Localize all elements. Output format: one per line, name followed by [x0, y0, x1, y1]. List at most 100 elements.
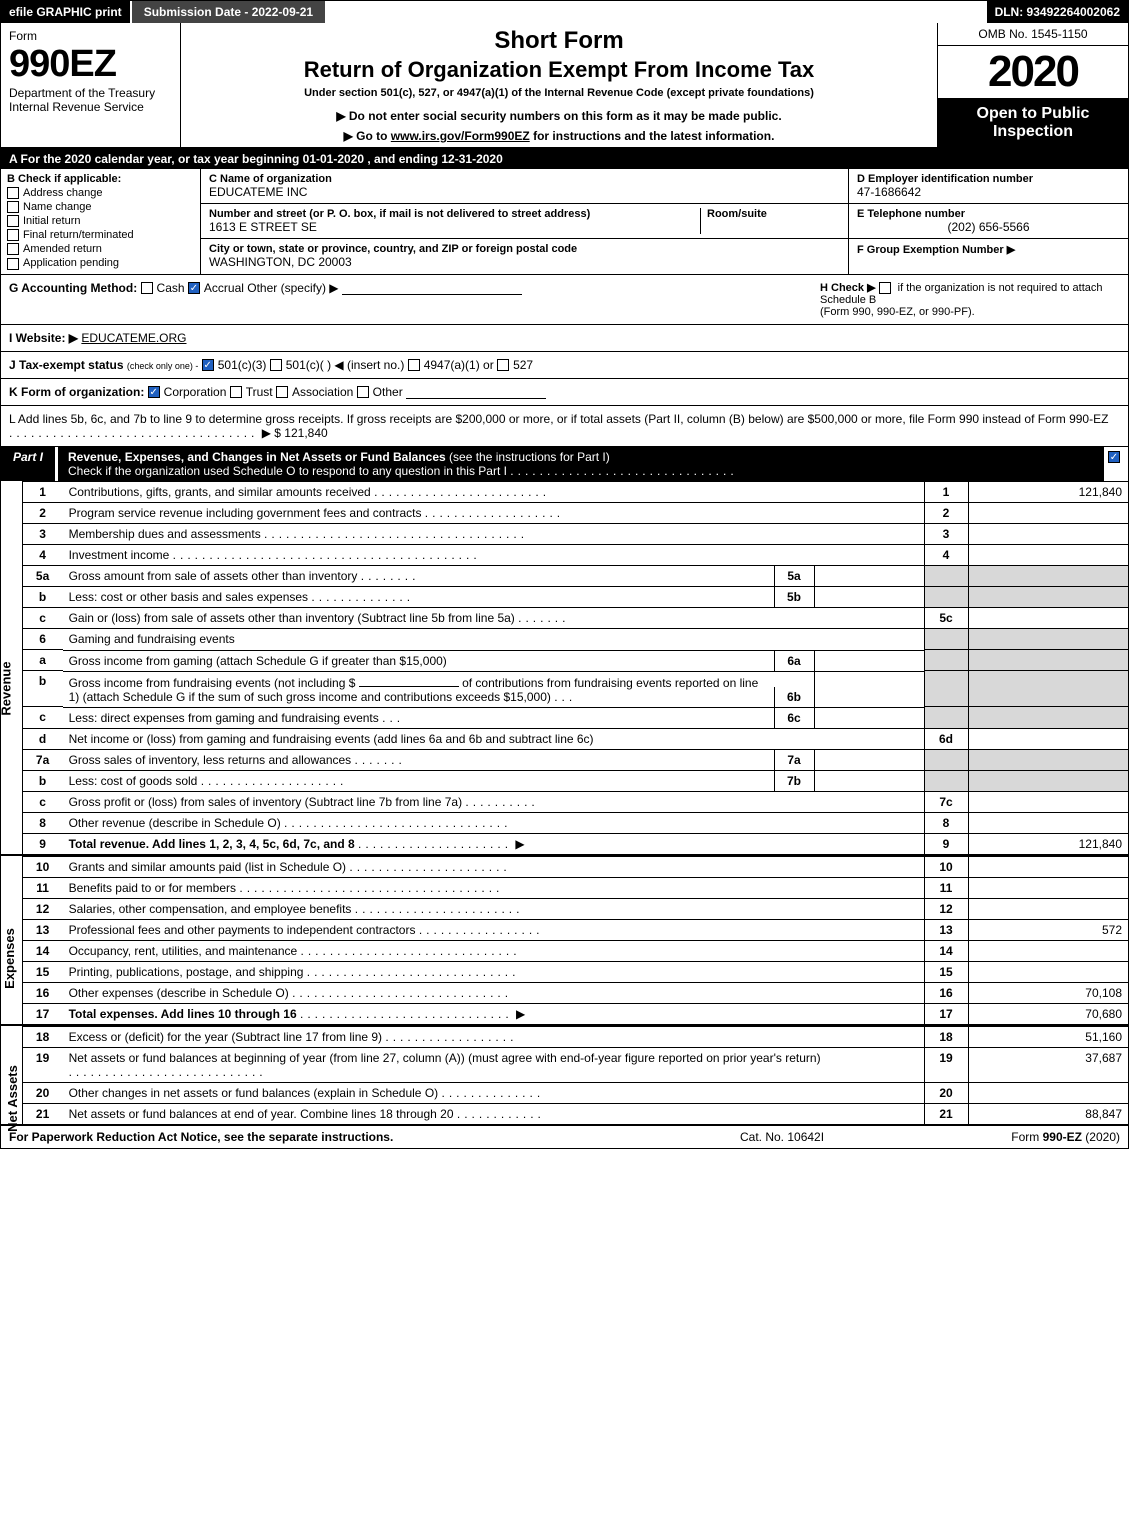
chk-501c3[interactable] — [202, 359, 214, 371]
footer-catno: Cat. No. 10642I — [740, 1130, 940, 1144]
row-7c: cGross profit or (loss) from sales of in… — [23, 792, 1128, 813]
b-label: B Check if applicable: — [7, 173, 194, 185]
g-other: Other (specify) ▶ — [247, 281, 338, 295]
part1-tab: Part I — [1, 447, 58, 481]
line-g-h: G Accounting Method: Cash Accrual Other … — [1, 275, 1128, 325]
form-number: 990EZ — [9, 43, 172, 86]
h-label: H Check ▶ — [820, 282, 876, 294]
expenses-wrap: Expenses 10Grants and similar amounts pa… — [1, 854, 1128, 1024]
l-arrow: ▶ $ — [262, 426, 281, 440]
row-16: 16Other expenses (describe in Schedule O… — [23, 983, 1128, 1004]
expenses-table: 10Grants and similar amounts paid (list … — [23, 856, 1128, 1024]
e-label: E Telephone number — [857, 208, 1120, 220]
chk-527[interactable] — [497, 359, 509, 371]
e-val: (202) 656-5566 — [857, 220, 1120, 234]
footer-form-post: (2020) — [1082, 1130, 1120, 1144]
top-bar: efile GRAPHIC print Submission Date - 20… — [1, 1, 1128, 23]
chk-accrual[interactable] — [188, 282, 200, 294]
chk-application-pending[interactable]: Application pending — [7, 257, 194, 269]
info-block: B Check if applicable: Address change Na… — [1, 169, 1128, 275]
chk-other-org[interactable] — [357, 386, 369, 398]
dept-irs: Internal Revenue Service — [9, 100, 172, 114]
section-d: D Employer identification number 47-1686… — [849, 169, 1128, 204]
chk-initial-return[interactable]: Initial return — [7, 215, 194, 227]
row-11: 11Benefits paid to or for members ......… — [23, 878, 1128, 899]
part1-bar: Part I Revenue, Expenses, and Changes in… — [1, 447, 1128, 481]
val-6c — [814, 708, 924, 728]
row-12: 12Salaries, other compensation, and empl… — [23, 899, 1128, 920]
c-city-val: WASHINGTON, DC 20003 — [209, 255, 577, 269]
row-3: 3Membership dues and assessments .......… — [23, 523, 1128, 544]
row-17: 17Total expenses. Add lines 10 through 1… — [23, 1004, 1128, 1025]
form-990ez-page: efile GRAPHIC print Submission Date - 20… — [0, 0, 1129, 1149]
subtitle-ssn: ▶ Do not enter social security numbers o… — [191, 109, 927, 123]
c-name-label: C Name of organization — [209, 173, 332, 185]
chk-name-change[interactable]: Name change — [7, 201, 194, 213]
irs-link[interactable]: www.irs.gov/Form990EZ — [391, 129, 530, 143]
row-6b: bGross income from fundraising events (n… — [23, 671, 1128, 707]
chk-schedule-o[interactable] — [1108, 451, 1120, 463]
c-city-row: City or town, state or province, country… — [201, 239, 848, 273]
sidebar-revenue: Revenue — [1, 481, 23, 855]
d-val: 47-1686642 — [857, 185, 1120, 199]
row-9: 9Total revenue. Add lines 1, 2, 3, 4, 5c… — [23, 834, 1128, 855]
revenue-label: Revenue — [0, 661, 14, 715]
chk-association[interactable] — [276, 386, 288, 398]
footer-right: Form 990-EZ (2020) — [940, 1130, 1120, 1144]
row-13: 13Professional fees and other payments t… — [23, 920, 1128, 941]
row-20: 20Other changes in net assets or fund ba… — [23, 1083, 1128, 1104]
j-opt2: 501(c)( ) ◀ (insert no.) — [286, 358, 405, 372]
section-b: B Check if applicable: Address change Na… — [1, 169, 201, 274]
section-f: F Group Exemption Number ▶ — [849, 239, 1128, 260]
j-opt3: 4947(a)(1) or — [424, 358, 494, 372]
part1-title: Revenue, Expenses, and Changes in Net As… — [58, 447, 1104, 481]
line-k: K Form of organization: Corporation Trus… — [1, 379, 1128, 406]
k-other: Other — [373, 385, 403, 399]
chk-cash[interactable] — [141, 282, 153, 294]
j-opt1: 501(c)(3) — [218, 358, 267, 372]
chk-4947[interactable] — [408, 359, 420, 371]
chk-final-return[interactable]: Final return/terminated — [7, 229, 194, 241]
form-word: Form — [9, 29, 172, 43]
expenses-label: Expenses — [2, 928, 17, 989]
c-room-col: Room/suite — [700, 208, 840, 234]
tax-year: 2020 — [938, 46, 1128, 99]
c-name-row: C Name of organization EDUCATEME INC — [201, 169, 848, 204]
k-label: K Form of organization: — [9, 385, 144, 399]
sub3-pre: ▶ Go to — [344, 129, 391, 143]
c-street-val: 1613 E STREET SE — [209, 220, 700, 234]
row-19: 19Net assets or fund balances at beginni… — [23, 1048, 1128, 1083]
c-street-row: Number and street (or P. O. box, if mail… — [201, 204, 848, 239]
chk-h[interactable] — [879, 282, 891, 294]
netassets-table: 18Excess or (deficit) for the year (Subt… — [23, 1026, 1128, 1124]
i-website[interactable]: EDUCATEME.ORG — [81, 331, 186, 345]
row-6: 6Gaming and fundraising events — [23, 629, 1128, 650]
chk-corporation[interactable] — [148, 386, 160, 398]
g-accrual: Accrual — [204, 281, 244, 295]
g-other-line — [342, 281, 522, 295]
sub3-post: for instructions and the latest informat… — [530, 129, 775, 143]
submission-date: Submission Date - 2022-09-21 — [132, 1, 327, 23]
chk-amended-return[interactable]: Amended return — [7, 243, 194, 255]
j-label: J Tax-exempt status — [9, 358, 124, 372]
chk-address-change[interactable]: Address change — [7, 187, 194, 199]
c-street-label: Number and street (or P. O. box, if mail… — [209, 208, 700, 220]
val-6b — [814, 672, 924, 707]
header-left: Form 990EZ Department of the Treasury In… — [1, 23, 181, 147]
chk-trust[interactable] — [230, 386, 242, 398]
open-inspection: Open to Public Inspection — [938, 99, 1128, 147]
h-text2: (Form 990, 990-EZ, or 990-PF). — [820, 306, 975, 318]
row-14: 14Occupancy, rent, utilities, and mainte… — [23, 941, 1128, 962]
c-name-val: EDUCATEME INC — [209, 185, 332, 199]
form-header: Form 990EZ Department of the Treasury In… — [1, 23, 1128, 149]
g-cash: Cash — [157, 281, 185, 295]
revenue-table: 1Contributions, gifts, grants, and simil… — [23, 481, 1128, 855]
efile-link[interactable]: efile GRAPHIC print — [1, 1, 132, 23]
dept-treasury: Department of the Treasury — [9, 86, 172, 100]
row-7b: bLess: cost of goods sold ..............… — [23, 770, 1128, 792]
line-a-taxyear: A For the 2020 calendar year, or tax yea… — [1, 149, 1128, 169]
chk-501c[interactable] — [270, 359, 282, 371]
c-room-label: Room/suite — [707, 208, 840, 220]
k-assoc: Association — [292, 385, 353, 399]
line-l: L Add lines 5b, 6c, and 7b to line 9 to … — [1, 406, 1128, 447]
